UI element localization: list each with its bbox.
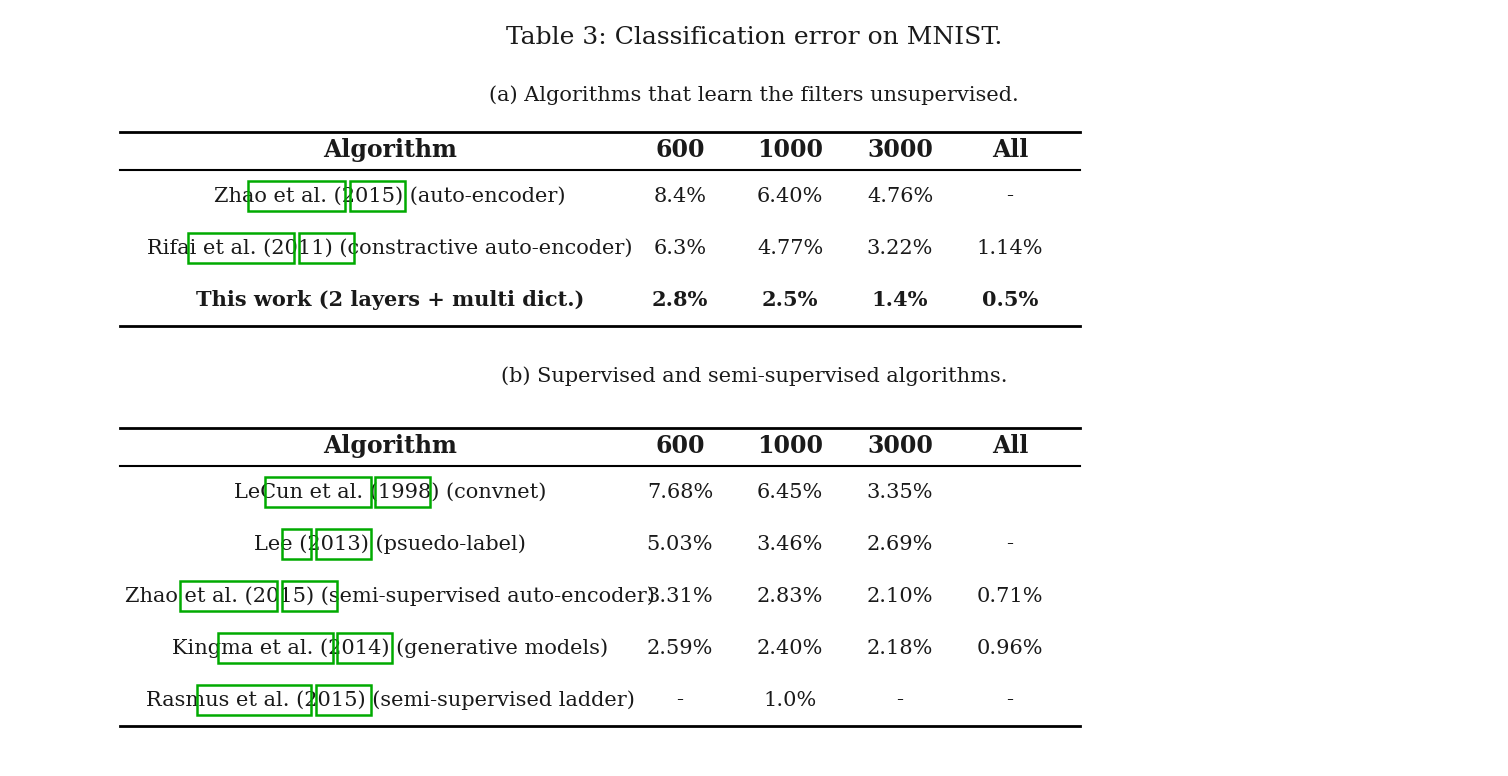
Bar <box>179 581 277 611</box>
Text: 2.59%: 2.59% <box>647 639 713 657</box>
Bar <box>336 633 392 663</box>
Text: 6.3%: 6.3% <box>653 238 707 258</box>
Text: 3.35%: 3.35% <box>867 483 933 501</box>
Text: 600: 600 <box>656 138 704 162</box>
Text: -: - <box>677 691 683 709</box>
Text: 2.18%: 2.18% <box>867 639 933 657</box>
Bar <box>196 685 311 715</box>
Text: -: - <box>1006 691 1013 709</box>
Text: 0.96%: 0.96% <box>977 639 1044 657</box>
Text: 6.45%: 6.45% <box>757 483 823 501</box>
Text: Zhao et al. (2015) (semi-supervised auto-encoder): Zhao et al. (2015) (semi-supervised auto… <box>125 586 654 606</box>
Text: 2.8%: 2.8% <box>651 290 709 310</box>
Text: This work (2 layers + multi dict.): This work (2 layers + multi dict.) <box>196 290 584 310</box>
Text: 2.40%: 2.40% <box>757 639 823 657</box>
Text: Kingma et al. (2014) (generative models): Kingma et al. (2014) (generative models) <box>172 638 608 658</box>
Text: -: - <box>896 691 903 709</box>
Bar <box>299 233 354 263</box>
Text: Table 3: Classification error on MNIST.: Table 3: Classification error on MNIST. <box>505 26 1003 50</box>
Text: 0.71%: 0.71% <box>977 587 1044 605</box>
Text: Rasmus et al. (2015) (semi-supervised ladder): Rasmus et al. (2015) (semi-supervised la… <box>146 690 635 710</box>
Bar <box>247 181 345 211</box>
Text: (a) Algorithms that learn the filters unsupervised.: (a) Algorithms that learn the filters un… <box>489 85 1019 105</box>
Bar <box>282 529 311 559</box>
Bar <box>315 529 371 559</box>
Text: Zhao et al. (2015) (auto-encoder): Zhao et al. (2015) (auto-encoder) <box>214 186 566 206</box>
Text: Algorithm: Algorithm <box>323 138 457 162</box>
Text: 600: 600 <box>656 434 704 458</box>
Text: 5.03%: 5.03% <box>647 535 713 553</box>
Text: 3.46%: 3.46% <box>757 535 823 553</box>
Text: (b) Supervised and semi-supervised algorithms.: (b) Supervised and semi-supervised algor… <box>501 366 1007 386</box>
Text: Rifai et al. (2011) (constractive auto-encoder): Rifai et al. (2011) (constractive auto-e… <box>148 238 633 258</box>
Text: 7.68%: 7.68% <box>647 483 713 501</box>
Text: 4.77%: 4.77% <box>757 238 823 258</box>
Bar <box>188 233 294 263</box>
Text: 1000: 1000 <box>757 138 823 162</box>
Text: 2.69%: 2.69% <box>867 535 933 553</box>
Text: 4.76%: 4.76% <box>867 186 933 206</box>
Text: -: - <box>1006 535 1013 553</box>
Text: 1000: 1000 <box>757 434 823 458</box>
Text: LeCun et al. (1998) (convnet): LeCun et al. (1998) (convnet) <box>234 483 546 501</box>
Text: 8.4%: 8.4% <box>653 186 707 206</box>
Text: 0.5%: 0.5% <box>982 290 1038 310</box>
Text: 1.14%: 1.14% <box>977 238 1044 258</box>
Text: 3.22%: 3.22% <box>867 238 933 258</box>
Text: 3.31%: 3.31% <box>647 587 713 605</box>
Text: 2.5%: 2.5% <box>762 290 819 310</box>
Bar <box>282 581 336 611</box>
Text: Lee (2013) (psuedo-label): Lee (2013) (psuedo-label) <box>253 534 526 554</box>
Text: Algorithm: Algorithm <box>323 434 457 458</box>
Bar <box>219 633 332 663</box>
Text: All: All <box>992 138 1028 162</box>
Text: 3000: 3000 <box>867 434 933 458</box>
Text: 6.40%: 6.40% <box>757 186 823 206</box>
Bar <box>375 477 430 507</box>
Text: 2.10%: 2.10% <box>867 587 933 605</box>
Bar <box>315 685 371 715</box>
Text: 1.4%: 1.4% <box>872 290 929 310</box>
Text: -: - <box>1006 186 1013 206</box>
Bar <box>350 181 404 211</box>
Text: 2.83%: 2.83% <box>757 587 823 605</box>
Bar <box>265 477 371 507</box>
Text: 1.0%: 1.0% <box>763 691 817 709</box>
Text: All: All <box>992 434 1028 458</box>
Text: 3000: 3000 <box>867 138 933 162</box>
